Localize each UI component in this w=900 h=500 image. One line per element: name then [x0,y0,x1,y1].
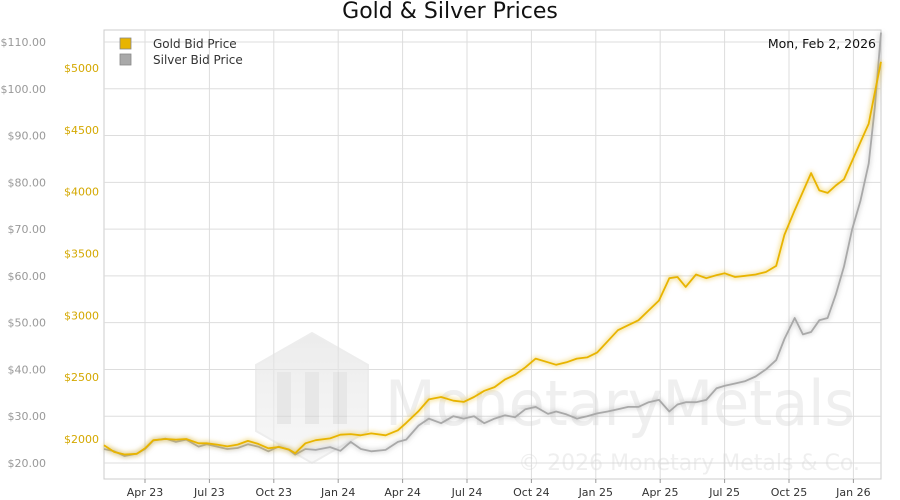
left-tick-label: $70.00 [8,223,47,236]
gold-tick-label: $2000 [64,433,99,446]
x-tick-label: Apr 25 [642,486,679,499]
gold-tick-label: $3000 [64,309,99,322]
x-tick-label: Oct 25 [771,486,808,499]
legend: Gold Bid Price Silver Bid Price [119,37,243,67]
watermark-logo-icon [255,331,369,465]
x-tick-label: Apr 24 [384,486,421,499]
gold-tick-label: $5000 [64,62,99,75]
as-of-date: Mon, Feb 2, 2026 [768,36,876,51]
x-tick-label: Jan 25 [578,486,613,499]
plot-area [103,29,882,480]
chart-title: Gold & Silver Prices [342,0,558,24]
grid-lines [104,30,881,479]
gold-tick-label: $4500 [64,124,99,137]
legend-swatch-silver [119,53,132,66]
x-tick-label: Apr 23 [127,486,164,499]
left-tick-label: $60.00 [8,270,47,283]
watermark-copyright: © 2026 Monetary Metals & Co. [518,451,860,476]
legend-label-gold: Gold Bid Price [153,37,237,51]
legend-label-silver: Silver Bid Price [153,53,243,67]
silver-series-line [103,32,882,457]
left-tick-label: $20.00 [8,457,47,470]
left-tick-label: $90.00 [8,130,47,143]
x-tick-label: Jan 26 [835,486,870,499]
x-tick-label: Jan 24 [320,486,355,499]
x-tick-label: Oct 24 [513,486,550,499]
x-tick-label: Jul 25 [708,486,740,499]
x-axis: Apr 23 Jul 23 Oct 23 Jan 24 Apr 24 Jul 24 Oct … [127,479,871,499]
left-tick-label: $100.00 [1,83,47,96]
x-tick-label: Oct 23 [256,486,293,499]
left-tick-label: $40.00 [8,363,47,376]
gold-series-line [103,61,882,456]
x-tick-label: Jul 23 [193,486,225,499]
watermark-brand: MonetaryMetals [385,367,855,440]
left-tick-label: $110.00 [1,36,47,49]
left-tick-label: $30.00 [8,410,47,423]
watermark: MonetaryMetals © 2026 Monetary Metals & … [255,331,860,476]
left-tick-label: $50.00 [8,317,47,330]
series-lines [102,32,884,459]
right-axis-gold: $2000 $2500 $3000 $3500 $4000 $4500 $5000 [64,62,99,446]
gold-tick-label: $2500 [64,371,99,384]
gold-tick-label: $4000 [64,186,99,199]
gold-tick-label: $3500 [64,248,99,261]
x-tick-label: Jul 24 [451,486,483,499]
left-axis: $20.00 $30.00 $40.00 $50.00 $60.00 $70.00 $80.… [1,36,47,470]
left-tick-label: $80.00 [8,176,47,189]
legend-swatch-gold [119,37,132,50]
